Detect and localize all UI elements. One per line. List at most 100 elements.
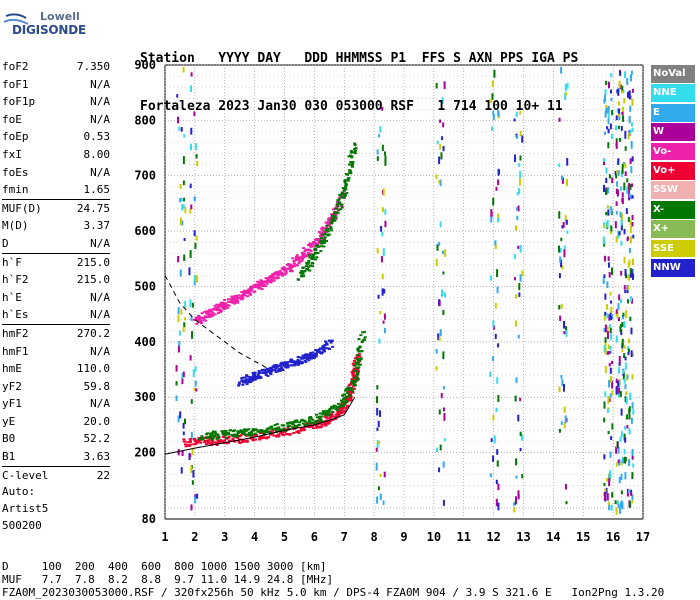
echo-mark: [238, 441, 242, 444]
noise-speckle: [630, 122, 633, 127]
echo-mark: [330, 413, 334, 416]
echo-mark: [301, 258, 305, 261]
noise-speckle: [191, 331, 194, 339]
echo-mark: [226, 432, 230, 435]
echo-mark: [258, 438, 262, 441]
noise-speckle: [179, 183, 182, 189]
noise-speckle: [491, 126, 494, 131]
noise-speckle: [604, 94, 607, 102]
noise-speckle: [631, 500, 634, 504]
noise-speckle: [610, 376, 613, 383]
noise-speckle: [497, 483, 500, 491]
noise-speckle: [631, 214, 634, 221]
echo-mark: [228, 429, 232, 432]
noise-speckle: [623, 433, 626, 441]
echo-mark: [356, 369, 360, 372]
noise-speckle: [558, 386, 561, 393]
noise-speckle: [632, 272, 635, 280]
noise-speckle: [619, 391, 622, 397]
noise-speckle: [378, 133, 381, 138]
lowell-digisonde-logo: Lowell DIGISONDE: [2, 10, 86, 40]
noise-speckle: [610, 316, 613, 321]
echo-mark: [317, 350, 321, 353]
param-value: 22: [96, 468, 110, 482]
noise-speckle: [438, 300, 441, 307]
echo-mark: [300, 360, 304, 363]
echo-mark: [319, 420, 323, 423]
noise-speckle: [437, 333, 440, 340]
noise-speckle: [607, 395, 610, 404]
noise-speckle: [177, 314, 180, 323]
param-value: 215.0: [76, 255, 110, 269]
echo-mark: [282, 431, 286, 434]
echo-mark: [349, 149, 353, 152]
echo-mark: [343, 396, 347, 399]
echo-mark: [255, 283, 259, 286]
echo-mark: [245, 375, 249, 378]
echo-mark: [318, 417, 322, 420]
echo-mark: [297, 262, 301, 265]
noise-speckle: [438, 179, 441, 184]
echo-mark: [297, 360, 301, 363]
echo-mark: [357, 350, 361, 353]
echo-mark: [253, 290, 257, 293]
echo-mark: [342, 393, 346, 396]
echo-mark: [243, 294, 247, 297]
noise-speckle: [607, 209, 610, 216]
echo-mark: [315, 421, 319, 424]
echo-mark: [266, 278, 270, 281]
noise-speckle: [603, 255, 606, 262]
noise-speckle: [380, 256, 383, 263]
echo-mark: [313, 251, 317, 254]
echo-mark: [351, 371, 355, 374]
echo-mark: [240, 298, 244, 301]
echo-mark: [326, 230, 330, 233]
noise-speckle: [615, 236, 618, 243]
noise-speckle: [180, 467, 183, 474]
noise-speckle: [626, 299, 629, 304]
echo-mark: [285, 361, 289, 364]
echo-mark: [311, 353, 315, 356]
echo-mark: [280, 271, 284, 274]
noise-speckle: [519, 244, 522, 253]
echo-mark: [350, 378, 354, 381]
noise-speckle: [616, 189, 619, 197]
param-separator: [2, 198, 110, 200]
echo-mark: [327, 233, 331, 236]
noise-speckle: [565, 501, 568, 505]
noise-speckle: [628, 195, 631, 201]
noise-speckle: [602, 277, 605, 281]
echo-mark: [304, 420, 308, 423]
noise-speckle: [193, 275, 196, 282]
echo-mark: [286, 426, 290, 429]
noise-speckle: [438, 156, 441, 165]
echo-mark: [184, 445, 188, 448]
noise-speckle: [561, 265, 564, 270]
echo-mark: [301, 254, 305, 257]
echo-mark: [245, 434, 249, 437]
x-tick-label: 1: [161, 530, 168, 544]
echo-mark: [346, 179, 350, 182]
echo-mark: [274, 427, 278, 430]
echo-mark: [356, 377, 360, 380]
echo-mark: [307, 353, 311, 356]
profile-curve: [164, 396, 356, 455]
noise-speckle: [519, 130, 522, 137]
noise-speckle: [439, 329, 442, 337]
noise-speckle: [189, 453, 192, 458]
echo-mark: [354, 370, 358, 373]
param-row: yF1 N/A: [2, 395, 110, 413]
noise-speckle: [615, 141, 618, 149]
noise-speckle: [631, 156, 634, 162]
echo-mark: [293, 362, 297, 365]
echo-mark: [209, 308, 213, 311]
noise-speckle: [615, 211, 618, 215]
echo-mark: [237, 294, 241, 297]
echo-mark: [233, 435, 237, 438]
echo-mark: [247, 379, 251, 382]
echo-mark: [362, 338, 366, 341]
echo-mark: [347, 389, 351, 392]
noise-speckle: [608, 350, 611, 355]
param-row: D N/A: [2, 235, 110, 253]
noise-speckle: [443, 81, 446, 90]
